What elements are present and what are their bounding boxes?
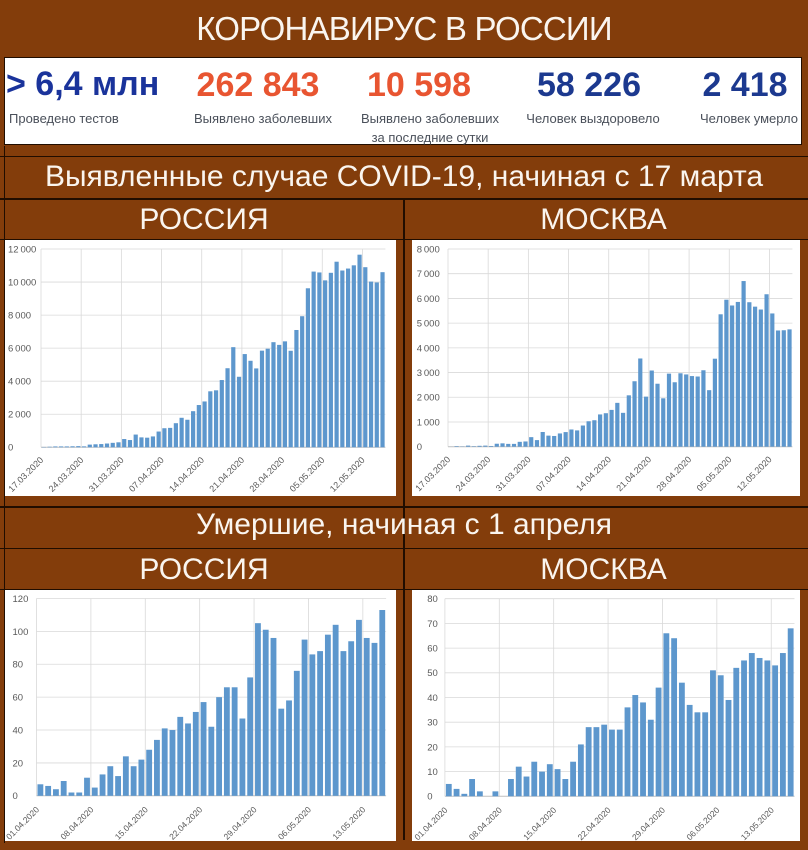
svg-text:80: 80	[13, 660, 24, 671]
svg-text:100: 100	[13, 627, 29, 638]
svg-text:1 000: 1 000	[417, 417, 440, 428]
svg-text:2 000: 2 000	[417, 393, 440, 404]
svg-text:6 000: 6 000	[8, 344, 31, 355]
svg-text:0: 0	[417, 442, 422, 453]
svg-text:0: 0	[8, 443, 13, 454]
svg-text:60: 60	[427, 644, 438, 655]
svg-text:50: 50	[427, 668, 438, 679]
svg-text:70: 70	[427, 619, 438, 630]
svg-text:2 000: 2 000	[8, 410, 31, 421]
svg-text:4 000: 4 000	[8, 377, 31, 388]
svg-text:20: 20	[427, 742, 438, 753]
svg-text:10: 10	[427, 767, 438, 778]
svg-text:0: 0	[13, 791, 18, 802]
svg-text:30: 30	[427, 718, 438, 729]
svg-text:4 000: 4 000	[417, 343, 440, 354]
svg-text:40: 40	[13, 725, 24, 736]
svg-text:0: 0	[427, 792, 432, 803]
svg-text:80: 80	[427, 594, 438, 605]
svg-text:60: 60	[13, 693, 24, 704]
svg-text:5 000: 5 000	[417, 319, 440, 330]
svg-text:3 000: 3 000	[417, 368, 440, 379]
svg-text:20: 20	[13, 758, 24, 769]
svg-text:7 000: 7 000	[417, 269, 440, 280]
svg-text:40: 40	[427, 693, 438, 704]
svg-text:8 000: 8 000	[417, 244, 440, 255]
svg-text:12 000: 12 000	[8, 244, 36, 255]
svg-text:10 000: 10 000	[8, 277, 36, 288]
svg-text:8 000: 8 000	[8, 311, 31, 322]
svg-text:6 000: 6 000	[417, 294, 440, 305]
svg-text:120: 120	[13, 594, 29, 605]
